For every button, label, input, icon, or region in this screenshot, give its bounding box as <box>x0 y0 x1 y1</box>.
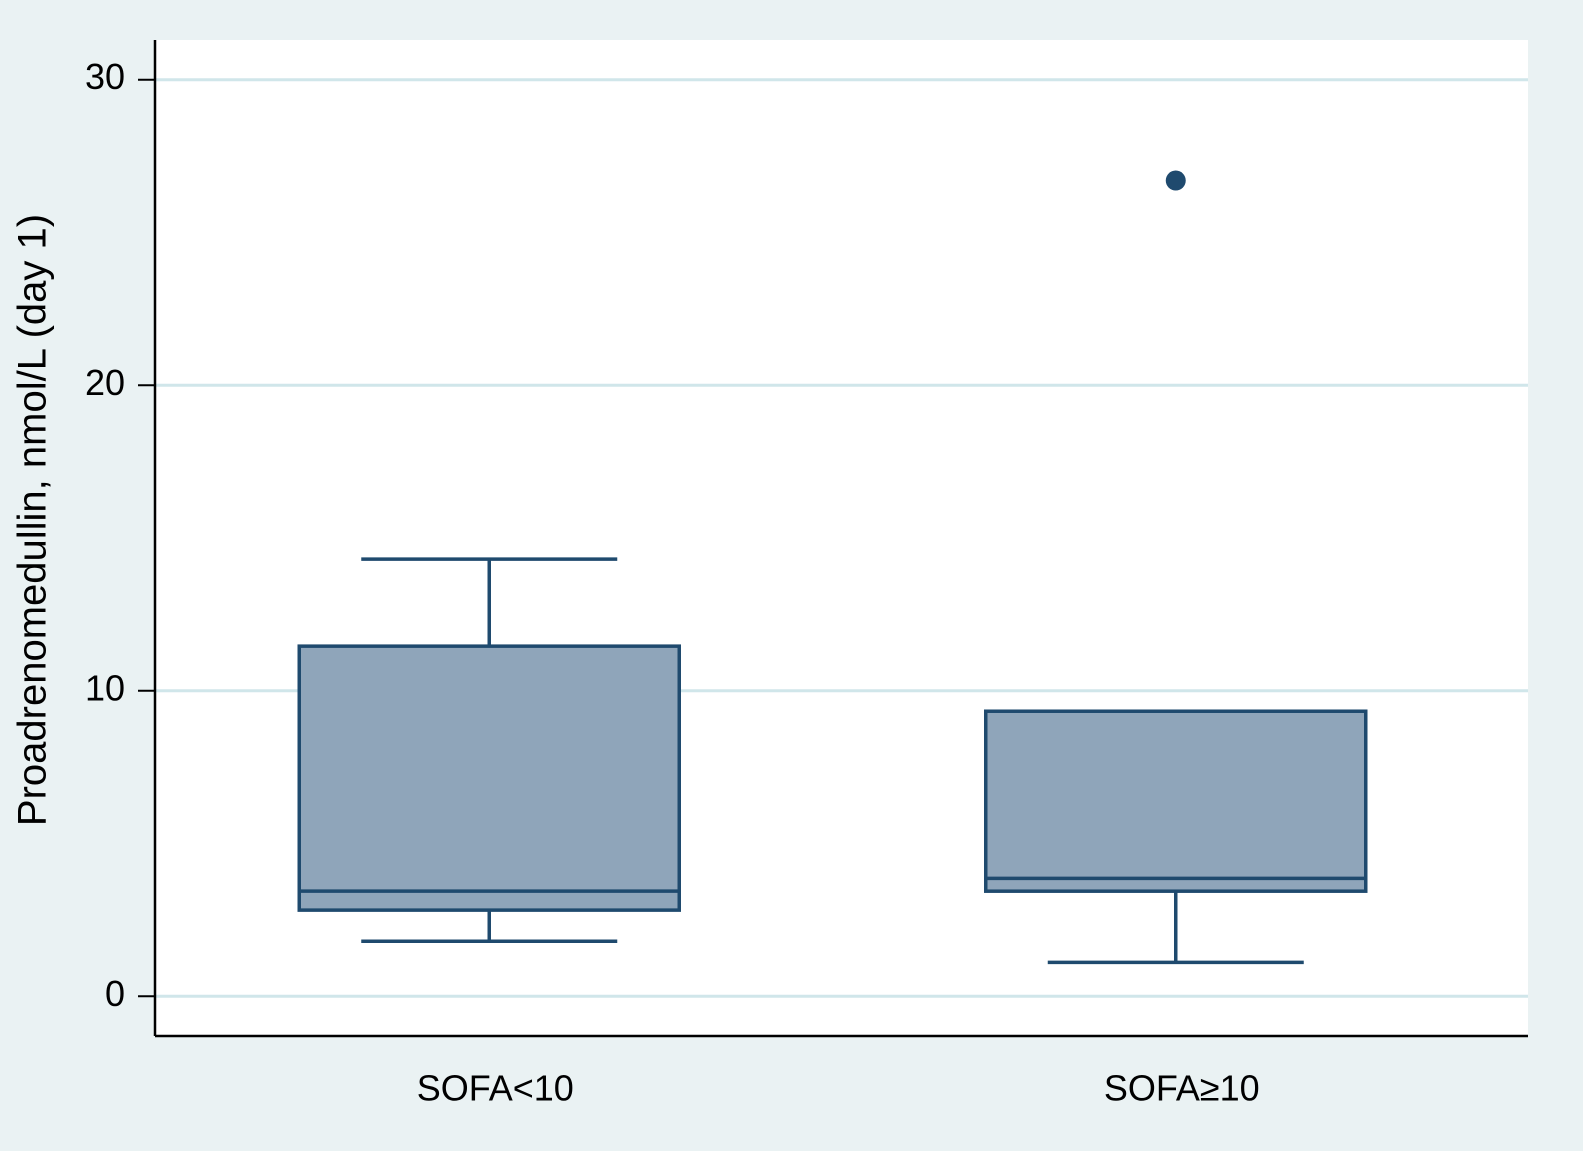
x-tick-label: SOFA≥10 <box>1104 1068 1260 1109</box>
y-tick-label: 10 <box>85 667 125 708</box>
box <box>297 644 681 912</box>
y-tick-label: 0 <box>105 973 125 1014</box>
outlier <box>1165 170 1186 191</box>
y-axis-label: Proadrenomedullin, nmol/L (day 1) <box>11 214 55 826</box>
x-tick-label: SOFA<10 <box>417 1068 574 1109</box>
box <box>984 709 1368 893</box>
y-tick-label: 30 <box>85 56 125 97</box>
y-tick-label: 20 <box>85 362 125 403</box>
